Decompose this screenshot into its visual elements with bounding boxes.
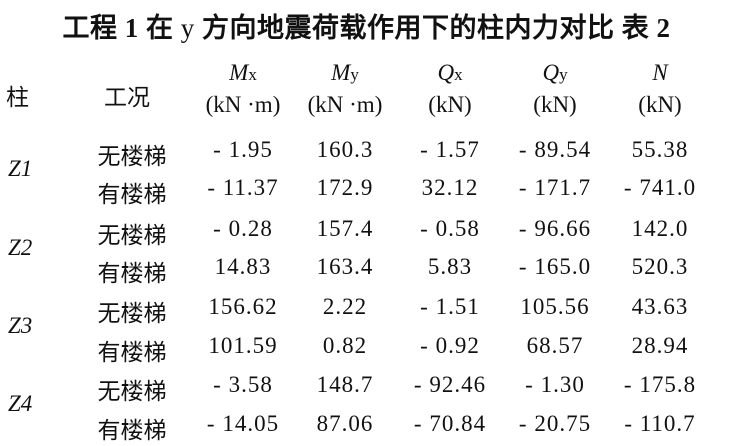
- value-qy: 105.56: [520, 294, 590, 319]
- value-qy: - 96.66: [518, 216, 592, 241]
- value-n: - 110.7: [624, 411, 696, 436]
- value-my: 148.7: [316, 372, 374, 397]
- condition-label: 无楼梯: [97, 379, 167, 404]
- value-qy: - 1.30: [525, 372, 585, 397]
- title-axis: y: [180, 13, 195, 43]
- value-n: 520.3: [631, 254, 689, 279]
- header-n-symbol: N: [610, 60, 710, 86]
- header-qx-symbol: Qx: [400, 60, 500, 86]
- symbol: M: [331, 60, 351, 85]
- value-qy: - 20.75: [518, 411, 592, 436]
- value-my: 172.9: [316, 175, 374, 200]
- title-suffix: 方向地震荷载作用下的柱内力对比 表 2: [194, 13, 671, 43]
- value-mx: 156.62: [208, 294, 278, 319]
- condition-label: 无楼梯: [97, 223, 167, 248]
- value-my: 160.3: [316, 137, 374, 162]
- value-qx: 5.83: [427, 254, 473, 279]
- value-my: 0.82: [322, 333, 368, 358]
- symbol: Q: [542, 60, 560, 85]
- value-mx: - 1.95: [213, 137, 273, 162]
- value-my: 157.4: [316, 216, 374, 241]
- value-mx: 101.59: [208, 333, 278, 358]
- value-mx: - 11.37: [207, 175, 279, 200]
- symbol: N: [652, 60, 668, 85]
- value-qy: - 165.0: [518, 254, 592, 279]
- condition-label: 无楼梯: [97, 144, 167, 169]
- column-label: Z3: [8, 313, 33, 338]
- header-qx-unit: (kN): [428, 92, 472, 117]
- condition-label: 有楼梯: [97, 340, 167, 365]
- value-qy: - 171.7: [518, 175, 592, 200]
- value-mx: - 3.58: [213, 372, 273, 397]
- value-my: 163.4: [316, 254, 374, 279]
- value-qx: 32.12: [421, 175, 479, 200]
- symbol: M: [229, 60, 249, 85]
- header-mx-symbol: Mx: [193, 60, 293, 86]
- title-prefix: 工程 1 在: [62, 13, 181, 43]
- header-my-unit: (kN ·m): [307, 92, 383, 117]
- condition-label: 有楼梯: [97, 418, 167, 443]
- header-qy-unit: (kN): [533, 92, 577, 117]
- header-column: 柱: [6, 85, 29, 110]
- condition-label: 有楼梯: [97, 261, 167, 286]
- value-n: 28.94: [631, 333, 689, 358]
- value-qx: - 1.57: [420, 137, 480, 162]
- condition-label: 无楼梯: [97, 301, 167, 326]
- header-n-unit: (kN): [638, 92, 682, 117]
- header-my-symbol: My: [295, 60, 395, 86]
- value-mx: 14.83: [214, 254, 272, 279]
- value-mx: - 0.28: [213, 216, 273, 241]
- table-title: 工程 1 在 y 方向地震荷载作用下的柱内力对比 表 2: [0, 6, 733, 45]
- header-condition: 工况: [104, 85, 150, 110]
- value-qx: - 92.46: [413, 372, 487, 397]
- header-mx-unit: (kN ·m): [205, 92, 281, 117]
- value-n: 142.0: [631, 216, 689, 241]
- column-label: Z4: [8, 391, 33, 416]
- value-my: 87.06: [316, 411, 374, 436]
- value-qy: 68.57: [526, 333, 584, 358]
- subscript: x: [248, 65, 257, 84]
- symbol: Q: [437, 60, 455, 85]
- header-qy-symbol: Qy: [505, 60, 605, 86]
- column-label: Z1: [8, 156, 33, 181]
- value-qx: - 0.92: [420, 333, 480, 358]
- value-qx: - 0.58: [420, 216, 480, 241]
- value-n: 43.63: [631, 294, 689, 319]
- subscript: x: [454, 65, 463, 84]
- condition-label: 有楼梯: [97, 182, 167, 207]
- value-qx: - 70.84: [413, 411, 487, 436]
- value-qy: - 89.54: [518, 137, 592, 162]
- column-label: Z2: [8, 235, 33, 260]
- value-n: - 175.8: [623, 372, 697, 397]
- value-n: - 741.0: [623, 175, 697, 200]
- value-qx: - 1.51: [420, 294, 480, 319]
- subscript: y: [350, 65, 359, 84]
- value-n: 55.38: [631, 137, 689, 162]
- subscript: y: [559, 65, 568, 84]
- value-mx: - 14.05: [206, 411, 280, 436]
- value-my: 2.22: [322, 294, 368, 319]
